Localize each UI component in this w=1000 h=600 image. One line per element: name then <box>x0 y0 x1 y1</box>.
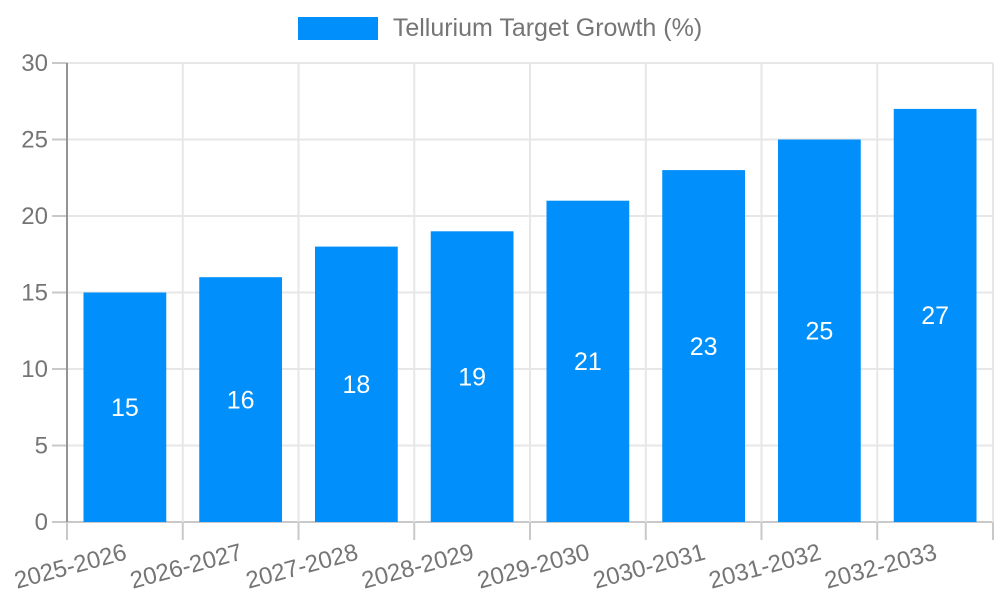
bar-value-label: 23 <box>690 333 718 361</box>
bar-2029-2030[interactable] <box>546 200 630 522</box>
y-axis-tick-label: 10 <box>21 356 48 383</box>
bar-2030-2031[interactable] <box>662 170 746 522</box>
legend-item[interactable]: Tellurium Target Growth (%) <box>297 14 703 43</box>
bar-value-label: 21 <box>574 348 602 376</box>
x-axis-tick-label: 2031-2032 <box>706 539 824 595</box>
bar-2026-2027[interactable] <box>199 277 283 522</box>
y-axis-tick-label: 20 <box>21 203 48 230</box>
y-axis-tick-label: 25 <box>21 127 48 154</box>
y-axis-tick-label: 5 <box>35 433 48 460</box>
bar-value-label: 16 <box>227 386 255 414</box>
bar-2028-2029[interactable] <box>430 231 514 523</box>
x-axis-tick-label: 2032-2033 <box>822 539 940 595</box>
legend-marker-swatch <box>297 17 378 40</box>
y-axis-tick-label: 0 <box>35 509 48 536</box>
x-axis-tick-label: 2030-2031 <box>590 539 708 595</box>
chart-legend: Tellurium Target Growth (%) <box>0 14 1000 43</box>
bar-value-label: 18 <box>342 371 370 399</box>
legend-series-label: Tellurium Target Growth (%) <box>392 14 703 42</box>
bar-2025-2026[interactable] <box>83 292 167 523</box>
y-axis-tick-label: 15 <box>21 280 48 307</box>
x-axis-tick-label: 2029-2030 <box>475 539 593 595</box>
x-axis-tick-label: 2026-2027 <box>127 539 245 595</box>
bar-value-label: 19 <box>458 363 486 391</box>
bar-value-label: 27 <box>921 302 949 330</box>
x-axis-tick-label: 2025-2026 <box>12 539 130 595</box>
y-axis-tick-label: 30 <box>21 50 48 77</box>
bar-value-label: 15 <box>111 394 139 422</box>
bar-2027-2028[interactable] <box>314 246 398 522</box>
x-axis-tick-label: 2027-2028 <box>243 539 361 595</box>
bar-2031-2032[interactable] <box>777 139 861 523</box>
bar-2032-2033[interactable] <box>893 108 977 523</box>
x-axis-tick-label: 2028-2029 <box>359 539 477 595</box>
bar-value-label: 25 <box>805 318 833 346</box>
